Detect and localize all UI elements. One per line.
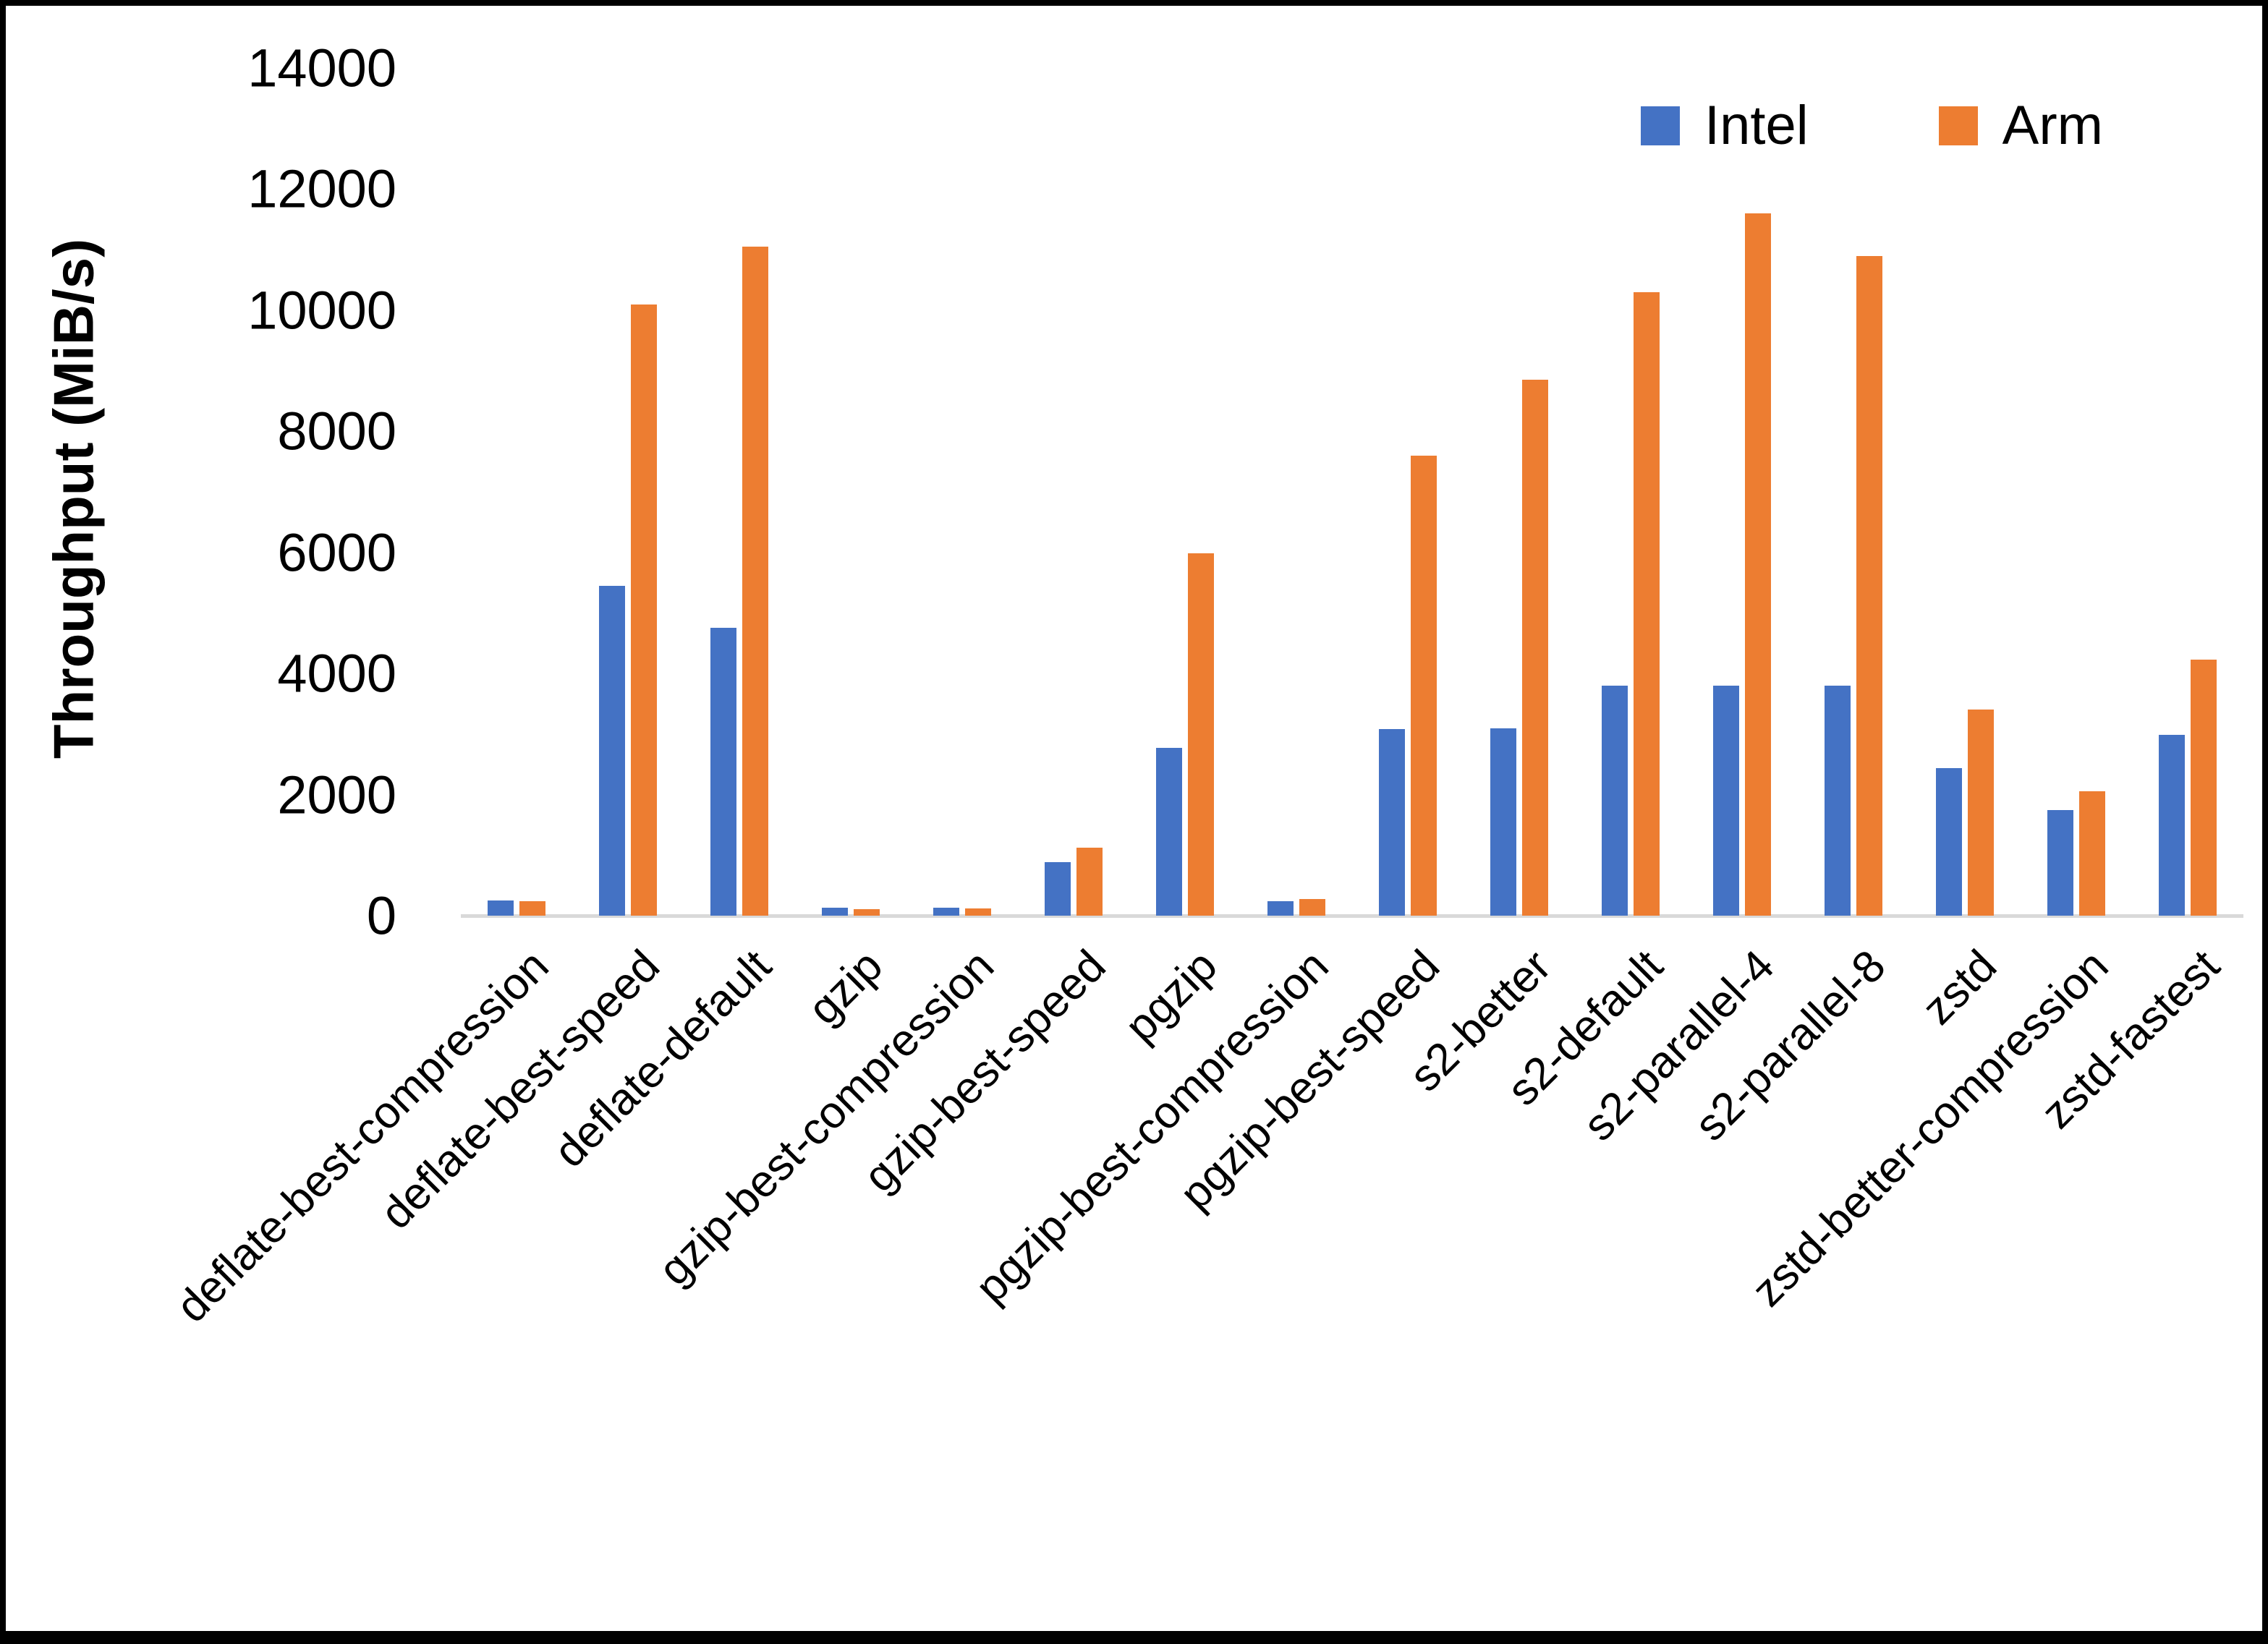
bar-intel-gzip-best-compression [933,908,959,916]
y-tick-label-6000: 6000 [277,522,396,583]
bar-group-deflate-best-compression [488,6,545,916]
bar-group-zstd [1936,6,1994,916]
bar-arm-zstd [1968,710,1994,916]
y-axis-tick-labels: 0 2000 4000 6000 8000 10000 12000 14000 [6,6,396,1631]
y-tick-label-10000: 10000 [247,280,396,341]
legend-label-intel: Intel [1704,95,1809,156]
bar-group-s2-parallel-4 [1713,6,1771,916]
bar-arm-s2-parallel-4 [1745,213,1771,916]
bar-intel-pgzip-best-speed [1379,729,1405,916]
bar-group-pgzip-best-speed [1379,6,1437,916]
bar-intel-deflate-default [710,628,736,916]
bar-group-gzip-best-speed [1045,6,1103,916]
bar-arm-gzip [854,908,880,916]
y-tick-label-4000: 4000 [277,643,396,704]
bar-arm-pgzip-best-speed [1411,455,1437,916]
y-tick-label-2000: 2000 [277,764,396,825]
y-tick-label-8000: 8000 [277,401,396,461]
bar-intel-s2-parallel-4 [1713,685,1739,916]
bar-group-deflate-default [710,6,768,916]
bar-intel-deflate-best-compression [488,900,514,916]
bar-intel-s2-better [1490,728,1516,916]
bar-group-zstd-fastest [2159,6,2217,916]
bar-intel-zstd-fastest [2159,734,2185,916]
legend-swatch-intel [1641,106,1680,145]
bar-arm-gzip-best-compression [965,908,991,916]
bar-intel-s2-parallel-8 [1825,685,1851,916]
bar-group-s2-better [1490,6,1548,916]
bar-arm-s2-better [1522,380,1548,916]
legend-label-arm: Arm [2002,95,2103,156]
bar-arm-gzip-best-speed [1076,848,1103,916]
bar-intel-gzip [822,908,848,916]
bar-chart: Throughput (MiB/s) 0 2000 4000 6000 8000 1000… [6,6,2262,1631]
bar-intel-deflate-best-speed [599,585,625,916]
bar-arm-pgzip-best-compression [1299,899,1325,916]
legend-item-intel: Intel [1641,98,1809,153]
bar-arm-zstd-fastest [2191,659,2217,916]
bar-intel-zstd-better-compression [2047,809,2073,916]
legend-item-arm: Arm [1938,95,2103,156]
y-tick-label-0: 0 [366,885,396,946]
bar-group-s2-parallel-8 [1825,6,1882,916]
bar-group-gzip [822,6,880,916]
bar-group-pgzip [1156,6,1214,916]
bar-arm-zstd-better-compression [2079,791,2105,916]
y-tick-label-14000: 14000 [247,38,396,98]
bar-group-s2-default [1602,6,1660,916]
x-label-gzip: gzip [799,940,893,1034]
bar-arm-deflate-best-compression [519,900,545,916]
plot-area [6,6,2262,916]
bar-intel-zstd [1936,767,1962,916]
x-axis-line [461,914,2243,918]
legend: Intel Arm [1641,98,2103,153]
bar-intel-pgzip-best-compression [1267,900,1294,916]
bar-arm-deflate-default [742,246,768,916]
bar-arm-pgzip [1188,553,1214,916]
bar-arm-s2-parallel-8 [1856,255,1882,916]
bar-intel-s2-default [1602,685,1628,916]
bar-group-gzip-best-compression [933,6,991,916]
x-label-zstd: zstd [1913,940,2007,1034]
bar-group-zstd-better-compression [2047,6,2105,916]
bar-intel-gzip-best-speed [1045,862,1071,916]
bar-group-pgzip-best-compression [1267,6,1325,916]
bar-intel-pgzip [1156,748,1182,916]
y-tick-label-12000: 12000 [247,158,396,219]
legend-swatch-arm [1938,106,1978,145]
bar-group-deflate-best-speed [599,6,657,916]
bar-arm-s2-default [1634,291,1660,916]
bar-arm-deflate-best-speed [631,304,657,916]
